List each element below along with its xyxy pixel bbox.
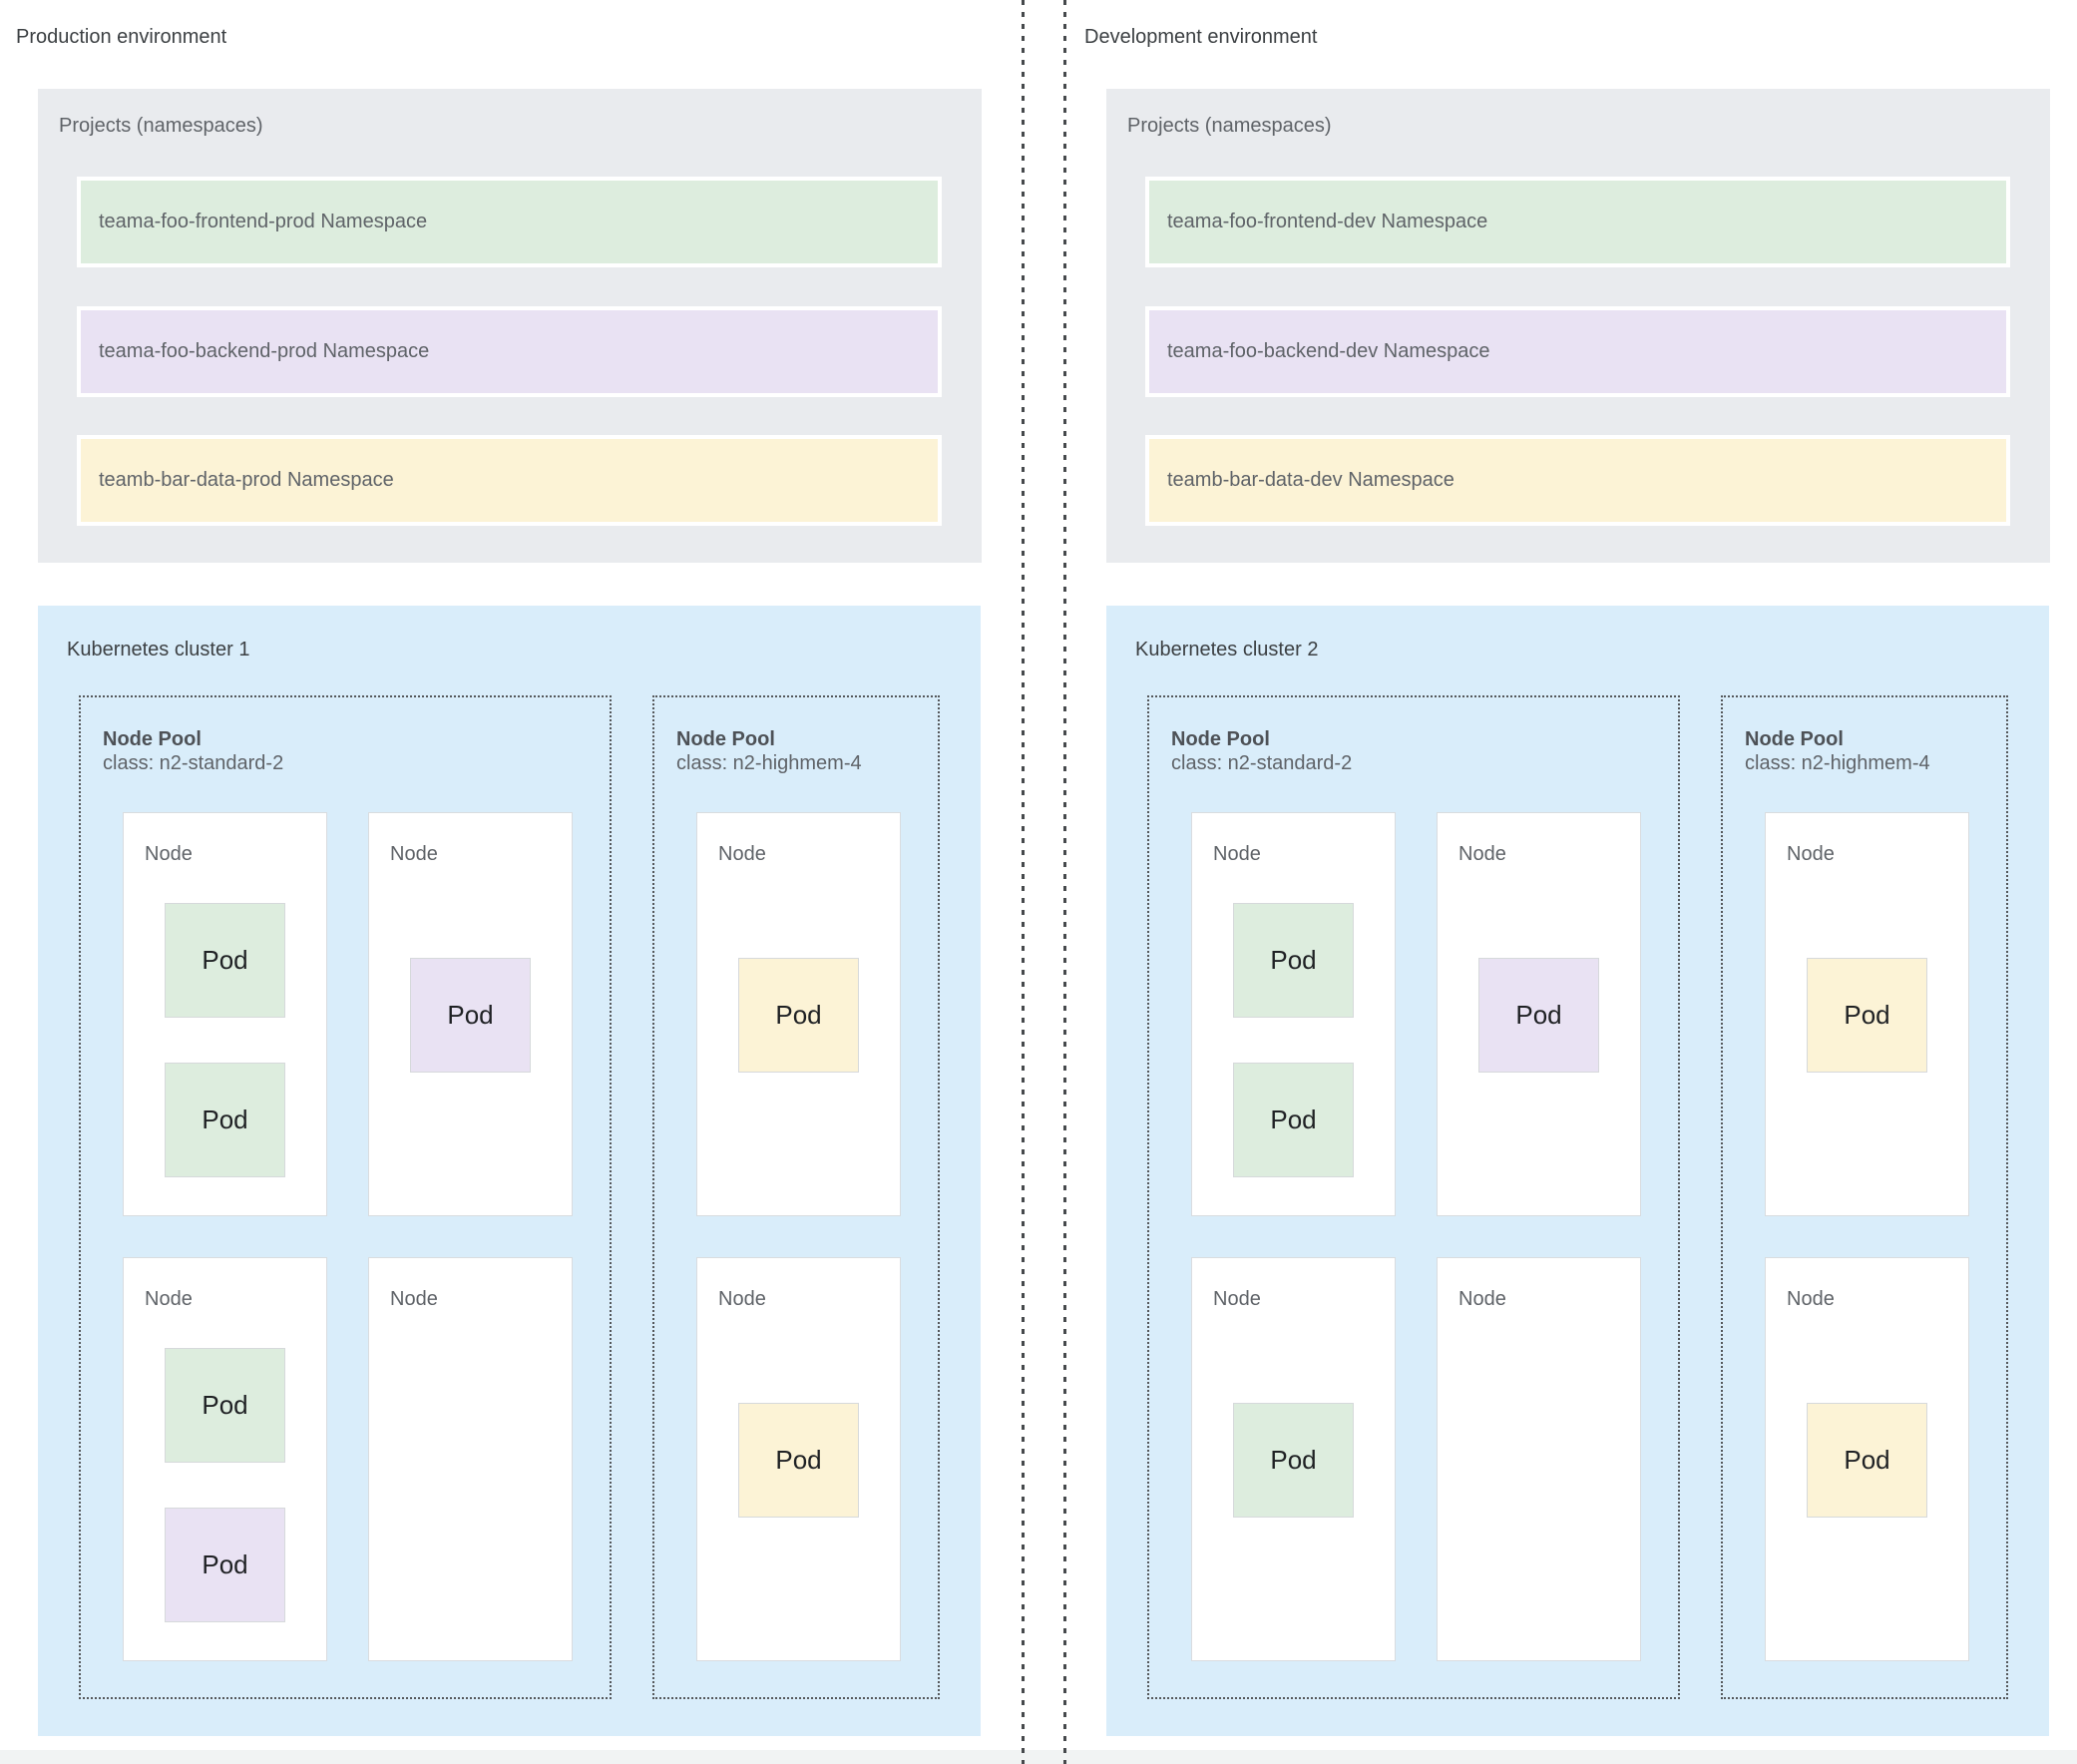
node: Node Pod Pod: [1191, 812, 1396, 1216]
kubernetes-cluster-panel: Kubernetes cluster 1 Node Pool class: n2-s…: [38, 606, 981, 1736]
node-label: Node: [718, 1288, 766, 1310]
node: Node Pod: [1437, 812, 1641, 1216]
node-label: Node: [1213, 1288, 1261, 1310]
node-label: Node: [145, 843, 193, 865]
environment-title: Production environment: [16, 26, 227, 48]
environment-divider-line: [1063, 0, 1066, 1764]
pod: Pod: [165, 1063, 285, 1177]
node: Node Pod: [696, 812, 901, 1216]
namespace-row: teama-foo-backend-dev Namespace: [1145, 306, 2010, 397]
kubernetes-cluster-panel: Kubernetes cluster 2 Node Pool class: n2-s…: [1106, 606, 2049, 1736]
pod: Pod: [165, 1508, 285, 1622]
pod: Pod: [1807, 958, 1927, 1073]
node: Node Pod Pod: [123, 812, 327, 1216]
node: Node Pod Pod: [123, 1257, 327, 1661]
namespace-label: teama-foo-backend-dev Namespace: [1167, 340, 1490, 362]
node-pool-label: Node Pool class: n2-standard-2: [103, 727, 283, 775]
pod: Pod: [1233, 1063, 1354, 1177]
node-pool-name: Node Pool: [103, 728, 202, 750]
node-label: Node: [1787, 843, 1835, 865]
pod-label: Pod: [1515, 1000, 1562, 1030]
environment-divider-line: [1022, 0, 1025, 1764]
pod-label: Pod: [202, 1549, 248, 1579]
node-label: Node: [390, 843, 438, 865]
node: Node: [1437, 1257, 1641, 1661]
node: Node: [368, 1257, 573, 1661]
node-label: Node: [718, 843, 766, 865]
projects-panel-title: Projects (namespaces): [59, 115, 263, 137]
pod-label: Pod: [1844, 1445, 1890, 1475]
cluster-title: Kubernetes cluster 1: [67, 639, 250, 661]
pod-label: Pod: [1270, 945, 1317, 975]
pod: Pod: [1807, 1403, 1927, 1518]
namespace-row: teama-foo-frontend-prod Namespace: [77, 177, 942, 267]
node-label: Node: [145, 1288, 193, 1310]
pod-label: Pod: [775, 1000, 822, 1030]
pod-label: Pod: [202, 1390, 248, 1420]
pod: Pod: [1233, 1403, 1354, 1518]
pod-label: Pod: [1844, 1000, 1890, 1030]
node-pool-name: Node Pool: [1745, 728, 1844, 750]
projects-panel: Projects (namespaces) teama-foo-frontend-…: [1106, 89, 2050, 563]
node-pool: Node Pool class: n2-standard-2 Node Pod Pod N…: [1147, 695, 1680, 1699]
cluster-title: Kubernetes cluster 2: [1135, 639, 1319, 661]
namespace-row: teama-foo-backend-prod Namespace: [77, 306, 942, 397]
node: Node Pod: [696, 1257, 901, 1661]
node: Node Pod: [1191, 1257, 1396, 1661]
projects-panel-title: Projects (namespaces): [1127, 115, 1332, 137]
node-pool-label: Node Pool class: n2-standard-2: [1171, 727, 1352, 775]
pod-label: Pod: [202, 945, 248, 975]
pod-label: Pod: [1270, 1445, 1317, 1475]
node: Node Pod: [1765, 812, 1969, 1216]
node: Node Pod: [368, 812, 573, 1216]
pod: Pod: [410, 958, 531, 1073]
node-label: Node: [1458, 1288, 1506, 1310]
environment-title: Development environment: [1084, 26, 1318, 48]
page-bottom-strip: [0, 1750, 2077, 1764]
node-pool: Node Pool class: n2-highmem-4 Node Pod Node P…: [1721, 695, 2008, 1699]
node-pool-class: class: n2-standard-2: [1171, 752, 1353, 774]
namespace-row: teamb-bar-data-prod Namespace: [77, 435, 942, 526]
pod: Pod: [1233, 903, 1354, 1018]
node-pool: Node Pool class: n2-standard-2 Node Pod Pod N…: [79, 695, 612, 1699]
namespace-label: teamb-bar-data-prod Namespace: [99, 469, 394, 491]
node-pool-label: Node Pool class: n2-highmem-4: [1745, 727, 1930, 775]
node-pool: Node Pool class: n2-highmem-4 Node Pod Node P…: [652, 695, 940, 1699]
node-pool-class: class: n2-standard-2: [103, 752, 284, 774]
pod-label: Pod: [202, 1104, 248, 1134]
namespace-row: teamb-bar-data-dev Namespace: [1145, 435, 2010, 526]
namespace-label: teama-foo-backend-prod Namespace: [99, 340, 430, 362]
namespace-label: teama-foo-frontend-prod Namespace: [99, 211, 428, 232]
node-pool-name: Node Pool: [1171, 728, 1270, 750]
node-label: Node: [1458, 843, 1506, 865]
namespace-row: teama-foo-frontend-dev Namespace: [1145, 177, 2010, 267]
node: Node Pod: [1765, 1257, 1969, 1661]
node-pool-class: class: n2-highmem-4: [1745, 752, 1930, 774]
projects-panel: Projects (namespaces) teama-foo-frontend-…: [38, 89, 982, 563]
node-pool-class: class: n2-highmem-4: [676, 752, 862, 774]
pod: Pod: [1478, 958, 1599, 1073]
namespace-label: teama-foo-frontend-dev Namespace: [1167, 211, 1488, 232]
node-label: Node: [1787, 1288, 1835, 1310]
namespace-label: teamb-bar-data-dev Namespace: [1167, 469, 1454, 491]
pod: Pod: [165, 1348, 285, 1463]
pod: Pod: [165, 903, 285, 1018]
node-label: Node: [1213, 843, 1261, 865]
pod-label: Pod: [1270, 1104, 1317, 1134]
environment-column: Production environment Projects (namespac…: [0, 0, 1038, 1764]
environment-column: Development environment Projects (namespa…: [1068, 0, 2077, 1764]
node-pool-label: Node Pool class: n2-highmem-4: [676, 727, 862, 775]
node-label: Node: [390, 1288, 438, 1310]
pod-label: Pod: [447, 1000, 494, 1030]
pod: Pod: [738, 958, 859, 1073]
pod-label: Pod: [775, 1445, 822, 1475]
pod: Pod: [738, 1403, 859, 1518]
node-pool-name: Node Pool: [676, 728, 775, 750]
